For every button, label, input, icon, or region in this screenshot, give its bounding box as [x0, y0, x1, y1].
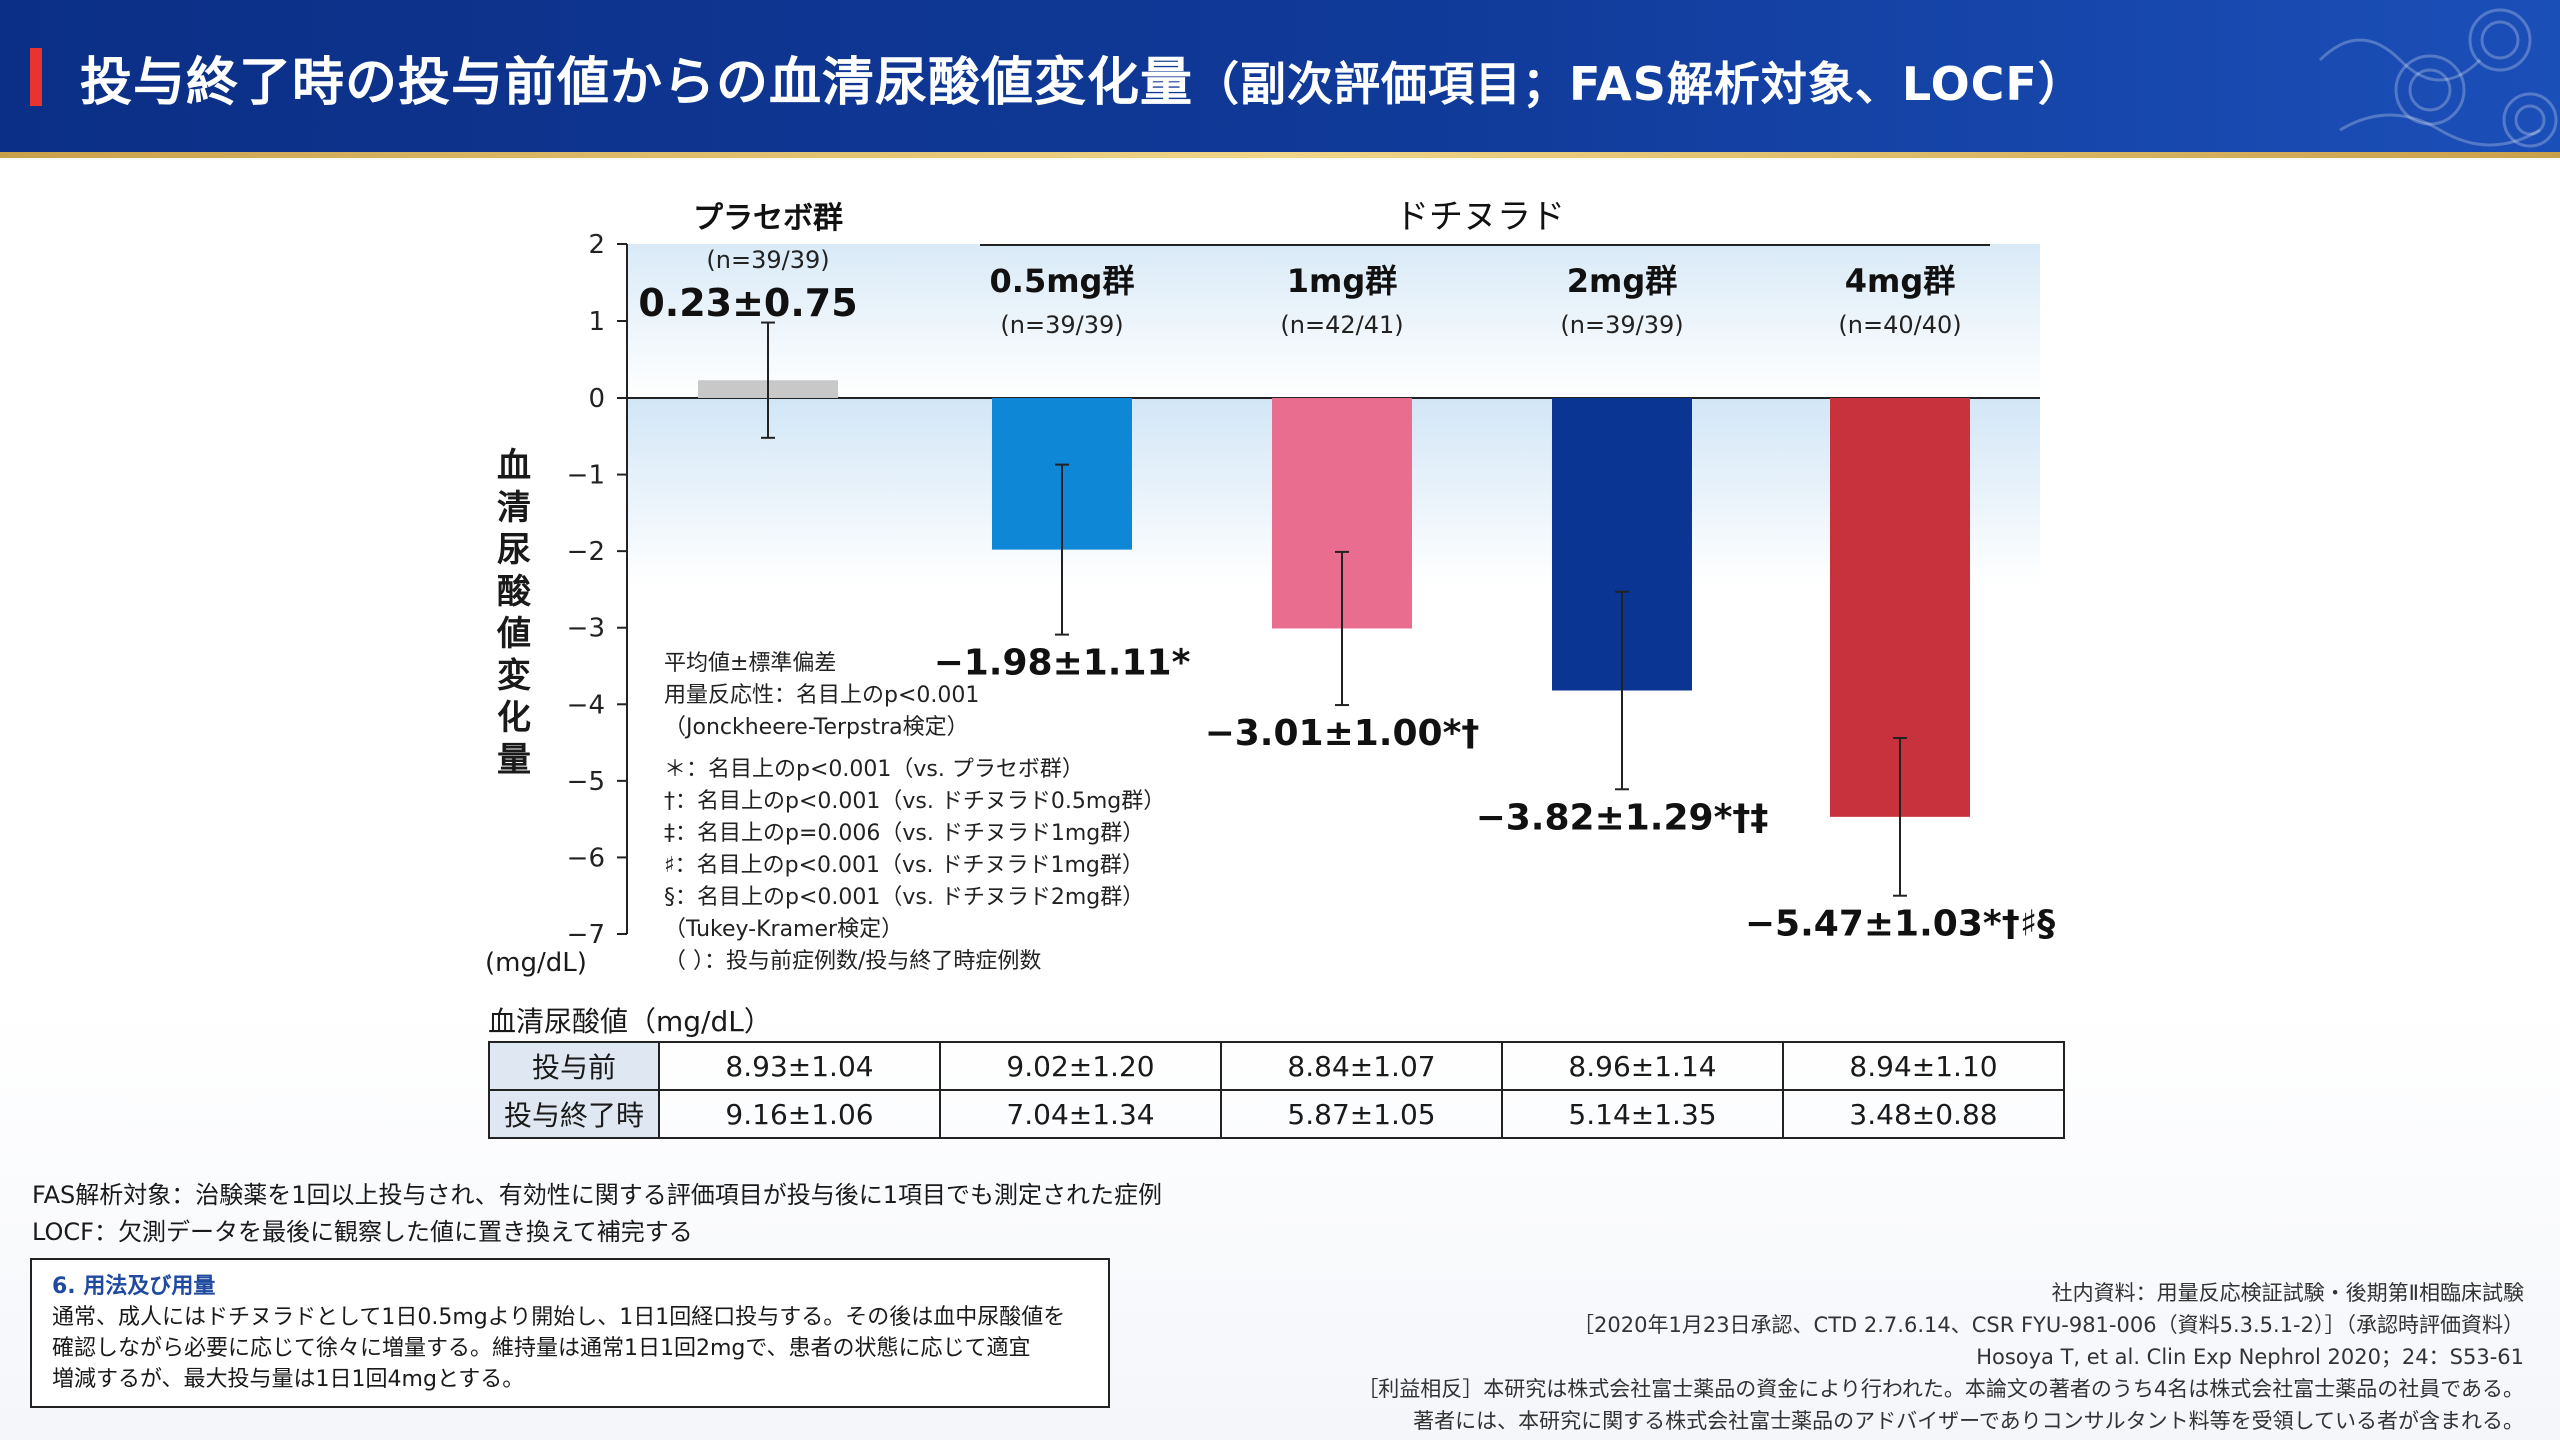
- y-tick-label: −1: [567, 461, 605, 491]
- wave-decoration-icon: [2318, 8, 2558, 148]
- note-line: ‡：名目上のp=0.006（vs. ドチヌラド1mg群）: [664, 821, 1145, 846]
- group-label: ドチヌラド: [1395, 197, 1565, 237]
- usage-line: 通常、成人にはドチヌラドとして1日0.5mgより開始し、1日1回経口投与する。そ…: [52, 1305, 1066, 1330]
- y-tick-label: −4: [567, 690, 605, 720]
- note-line: （ ）：投与前症例数/投与終了時症例数: [664, 949, 1042, 974]
- series-name: 0.5mg群: [990, 262, 1135, 300]
- reference-line: 著者には、本研究に関する株式会社富士薬品のアドバイザーでありコンサルタント料等を…: [1413, 1409, 2524, 1433]
- y-axis-label: 血清尿酸値変化量: [497, 446, 531, 780]
- header-band: 投与終了時の投与前値からの血清尿酸値変化量（副次評価項目；FAS解析対象、LOC…: [0, 0, 2560, 152]
- note-line: †：名目上のp<0.001（vs. ドチヌラド0.5mg群）: [664, 789, 1166, 814]
- table-cell: 8.84±1.07: [1220, 1041, 1503, 1091]
- table-cell: 5.87±1.05: [1220, 1089, 1503, 1139]
- table-cell: 3.48±0.88: [1782, 1089, 2065, 1139]
- y-tick-label: −6: [567, 843, 605, 873]
- series-name: 2mg群: [1567, 262, 1678, 300]
- title-sub: （副次評価項目；FAS解析対象、LOCF）: [1193, 57, 2085, 111]
- data-label: −3.82±1.29*†‡: [1476, 797, 1769, 838]
- note-line: ♯：名目上のp<0.001（vs. ドチヌラド1mg群）: [664, 853, 1144, 878]
- y-tick-label: −7: [567, 920, 605, 950]
- series-name: 4mg群: [1845, 262, 1956, 300]
- y-tick-label: 1: [588, 307, 605, 337]
- reference-line: ［2020年1月23日承認、CTD 2.7.6.14、CSR FYU-981-0…: [1573, 1313, 2524, 1337]
- usage-box: 6. 用法及び用量 通常、成人にはドチヌラドとして1日0.5mgより開始し、1日…: [30, 1258, 1110, 1408]
- data-label: −3.01±1.00*†: [1205, 713, 1480, 754]
- table-row: 投与終了時 9.16±1.06 7.04±1.34 5.87±1.05 5.14…: [488, 1089, 2065, 1139]
- series-n: (n=42/41): [1280, 311, 1403, 339]
- table-cell: 8.93±1.04: [658, 1041, 941, 1091]
- note-line: 平均値±標準偏差: [664, 651, 837, 676]
- chart-notes: 平均値±標準偏差用量反応性：名目上のp<0.001 （Jonckheere-Ter…: [664, 648, 1165, 978]
- y-tick-label: 2: [588, 230, 605, 260]
- series-n: (n=39/39): [1000, 311, 1123, 339]
- table-cell: 5.14±1.35: [1501, 1089, 1784, 1139]
- definition-locf: LOCF：欠測データを最後に観察した値に置き換えて補完する: [32, 1218, 693, 1246]
- page-title: 投与終了時の投与前値からの血清尿酸値変化量（副次評価項目；FAS解析対象、LOC…: [80, 40, 2085, 115]
- table-row: 投与前 8.93±1.04 9.02±1.20 8.84±1.07 8.96±1…: [488, 1041, 2065, 1091]
- table-caption: 血清尿酸値（mg/dL）: [488, 1005, 772, 1038]
- note-line: （Jonckheere-Terpstra検定）: [664, 715, 969, 740]
- reference-line: 社内資料：用量反応検証試験・後期第Ⅱ相臨床試験: [2051, 1281, 2524, 1305]
- y-tick-label: 0: [588, 384, 605, 414]
- table-cell: 8.96±1.14: [1501, 1041, 1784, 1091]
- header-gold-line: [0, 152, 2560, 158]
- table-cell: 7.04±1.34: [939, 1089, 1222, 1139]
- table-cell: 9.16±1.06: [658, 1089, 941, 1139]
- usage-line: 増減するが、最大投与量は1日1回4mgとする。: [52, 1367, 525, 1392]
- y-tick-label: −3: [567, 614, 605, 644]
- reference-line: ［利益相反］本研究は株式会社富士薬品の資金により行われた。本論文の著者のうち4名…: [1357, 1377, 2524, 1401]
- reference-line: Hosoya T, et al. Clin Exp Nephrol 2020；2…: [1976, 1345, 2524, 1369]
- plot-background-positive: [627, 244, 2040, 398]
- series-n: (n=39/39): [1560, 311, 1683, 339]
- bar-chart: 2 1 0 −1 −2 −3 −4 −5 −6 −7 ドチヌラド プラセボ群 (n=39/39) 0.2…: [567, 197, 2055, 950]
- data-label: −1.98±1.11*: [934, 643, 1191, 684]
- note-line: 用量反応性：名目上のp<0.001: [664, 683, 980, 708]
- table-cell: 8.94±1.10: [1782, 1041, 2065, 1091]
- references: 社内資料：用量反応検証試験・後期第Ⅱ相臨床試験 ［2020年1月23日承認、CT…: [1357, 1277, 2524, 1437]
- note-line: ＊：名目上のp<0.001（vs. プラセボ群）: [664, 757, 1084, 782]
- values-table: 投与前 8.93±1.04 9.02±1.20 8.84±1.07 8.96±1…: [488, 1041, 2065, 1139]
- note-line: （Tukey-Kramer検定）: [664, 917, 904, 942]
- note-line: §：名目上のp<0.001（vs. ドチヌラド2mg群）: [664, 885, 1145, 910]
- title-main: 投与終了時の投与前値からの血清尿酸値変化量: [80, 53, 1194, 113]
- title-accent-mark: [30, 48, 42, 106]
- y-tick-label: −2: [567, 537, 605, 567]
- definitions: FAS解析対象：治験薬を1回以上投与され、有効性に関する評価項目が投与後に1項目…: [32, 1177, 1162, 1251]
- data-label: −5.47±1.03*†♯§: [1745, 904, 2055, 945]
- usage-line: 確認しながら必要に応じて徐々に増量する。維持量は通常1日1回2mgで、患者の状態…: [52, 1336, 1031, 1361]
- usage-title: 6. 用法及び用量: [52, 1274, 216, 1299]
- series-n: (n=40/40): [1838, 311, 1961, 339]
- series-n: (n=39/39): [706, 246, 829, 274]
- definition-fas: FAS解析対象：治験薬を1回以上投与され、有効性に関する評価項目が投与後に1項目…: [32, 1181, 1163, 1209]
- row-header: 投与前: [488, 1041, 660, 1091]
- y-tick-label: −5: [567, 767, 605, 797]
- y-axis-unit: (mg/dL): [485, 948, 587, 978]
- data-label: 0.23±0.75: [638, 281, 857, 325]
- series-name: プラセボ群: [693, 201, 843, 236]
- row-header: 投与終了時: [488, 1089, 660, 1139]
- series-name: 1mg群: [1287, 262, 1398, 300]
- table-cell: 9.02±1.20: [939, 1041, 1222, 1091]
